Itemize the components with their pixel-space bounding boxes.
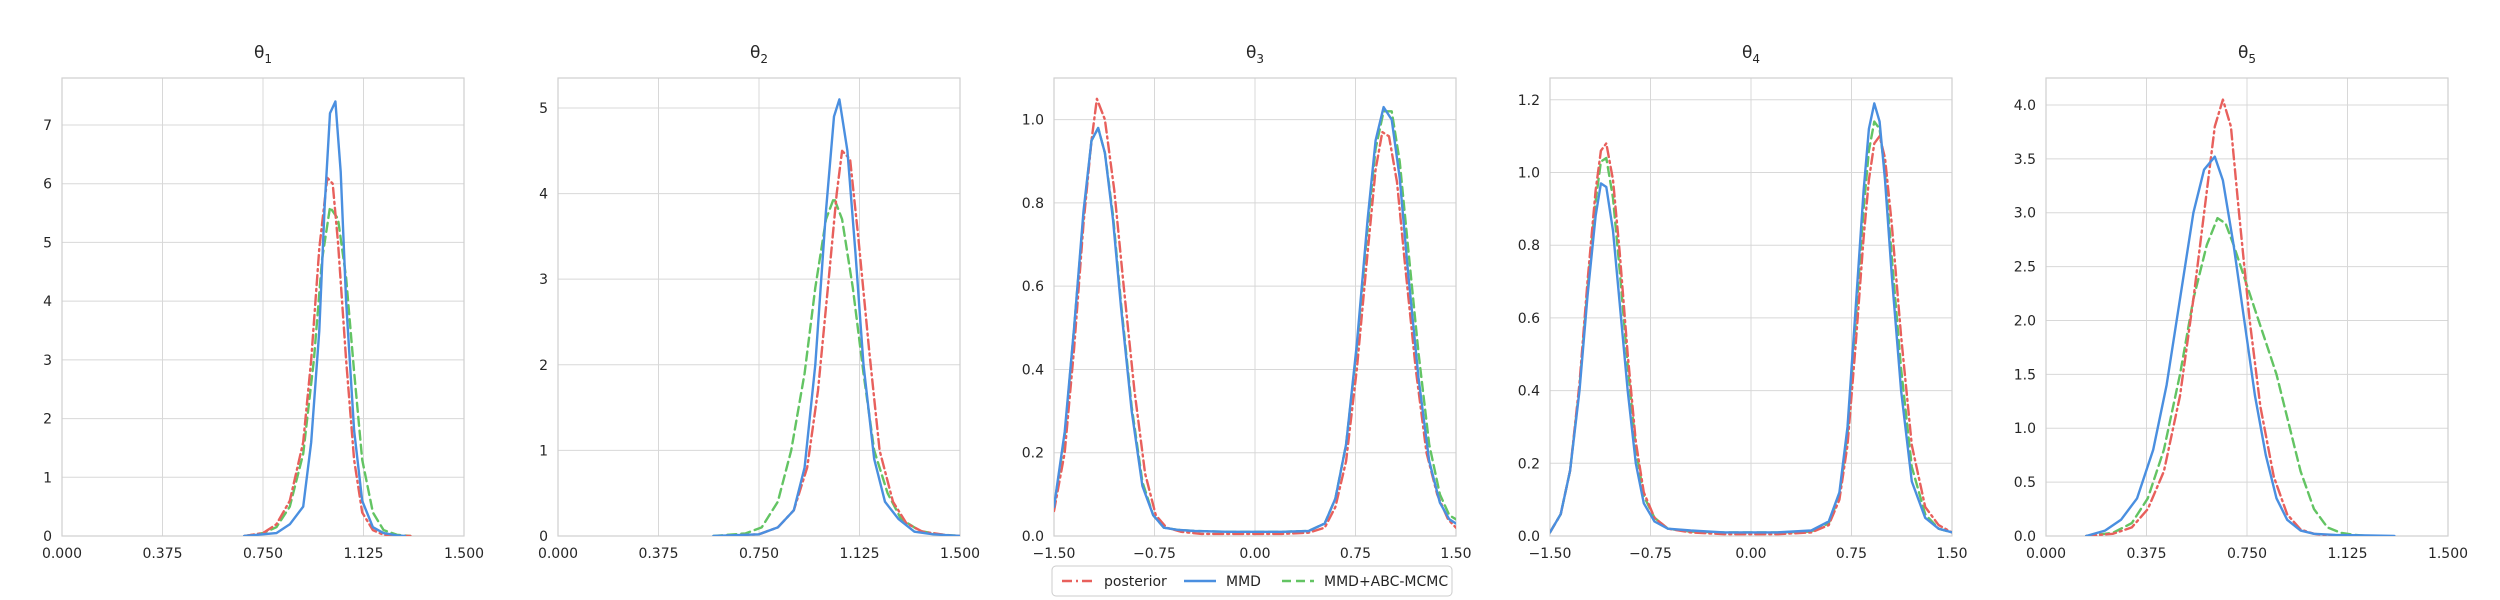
y-tick-label: 4.0 (2014, 98, 2036, 114)
y-tick-label: 2 (43, 412, 52, 428)
series-line-mmd (1550, 102, 1952, 534)
y-tick-label: 0.6 (1518, 311, 1540, 327)
legend-label-mmd: MMD (1226, 574, 1261, 590)
x-tick-label: −1.50 (1529, 546, 1572, 562)
subplot-title: θ3 (1246, 43, 1264, 66)
subplot-2: 0.000 0.375 0.750 1.125 1.500 0 1 2 3 4 5 θ2 (538, 43, 980, 562)
subplot-3: −1.50 −0.75 0.00 0.75 1.50 0.0 0.2 0.4 0.6 0.8 1.0… (1022, 43, 1472, 562)
series-line-posterior (243, 176, 412, 536)
legend-label-mmd_abc: MMD+ABC-MCMC (1324, 574, 1448, 590)
y-tick-label: 0.2 (1022, 446, 1044, 462)
series-line-mmd-abc-mcmc (2085, 216, 2369, 536)
subplot-title: θ4 (1742, 43, 1760, 66)
y-tick-label: 3.0 (2014, 206, 2036, 222)
x-tick-label: 1.125 (2327, 546, 2367, 562)
plot-frame (2045, 77, 2449, 537)
x-tick-label: 0.00 (1735, 546, 1766, 562)
y-tick-label: 0.2 (1518, 456, 1540, 472)
y-tick-label: 0.8 (1518, 238, 1540, 254)
y-tick-label: 1.0 (1022, 113, 1044, 129)
x-tick-label: −1.50 (1033, 546, 1076, 562)
y-tick-label: 0 (43, 529, 52, 545)
y-tick-label: 0 (539, 529, 548, 545)
x-tick-label: 1.125 (343, 546, 383, 562)
y-tick-label: 0.8 (1022, 196, 1044, 212)
y-tick-label: 4 (43, 294, 52, 310)
y-tick-label: 7 (43, 118, 52, 134)
x-tick-label: 0.375 (2126, 546, 2166, 562)
x-tick-label: 0.750 (2227, 546, 2267, 562)
series-line-posterior (1550, 135, 1952, 536)
x-tick-label: 0.000 (538, 546, 578, 562)
x-tick-label: 1.125 (839, 546, 879, 562)
y-tick-label: 1 (539, 443, 548, 459)
subplot-title: θ1 (254, 43, 272, 66)
y-tick-label: 2.0 (2014, 313, 2036, 329)
x-tick-label: 0.375 (142, 546, 182, 562)
series-line-posterior (1054, 97, 1456, 536)
y-tick-label: 0.0 (1518, 529, 1540, 545)
x-tick-label: 0.000 (42, 546, 82, 562)
x-tick-label: −0.75 (1629, 546, 1672, 562)
y-tick-label: 5 (43, 235, 52, 251)
legend-box (1051, 565, 1453, 597)
y-tick-label: 1 (43, 470, 52, 486)
legend: posterior MMD MMD+ABC-MCMC (1051, 565, 1453, 597)
legend-label-posterior: posterior (1104, 574, 1167, 590)
x-tick-label: −0.75 (1133, 546, 1176, 562)
y-tick-label: 1.2 (1518, 93, 1540, 109)
x-tick-label: 0.00 (1239, 546, 1270, 562)
y-tick-label: 2 (539, 358, 548, 374)
x-tick-label: 1.500 (444, 546, 484, 562)
x-tick-label: 0.750 (243, 546, 283, 562)
y-tick-label: 0.6 (1022, 279, 1044, 295)
plot-frame (61, 77, 465, 537)
y-tick-label: 1.0 (1518, 166, 1540, 182)
y-tick-label: 5 (539, 101, 548, 117)
y-tick-label: 0.0 (2014, 529, 2036, 545)
x-tick-label: 1.500 (940, 546, 980, 562)
series-line-mmd-abc-mcmc (712, 196, 960, 536)
series-line-mmd (2085, 155, 2396, 536)
x-tick-label: 0.75 (1340, 546, 1371, 562)
subplot-title: θ2 (750, 43, 768, 66)
y-tick-label: 1.0 (2014, 421, 2036, 437)
subplot-1: 0.000 0.375 0.750 1.125 1.500 0 1 2 3 4 5 6 7 θ1 (42, 43, 484, 562)
y-tick-label: 2.5 (2014, 260, 2036, 276)
x-tick-label: 0.75 (1836, 546, 1867, 562)
plot-frame (557, 77, 961, 537)
y-tick-label: 0.4 (1518, 384, 1540, 400)
subplot-4: −1.50 −0.75 0.00 0.75 1.50 0.0 0.2 0.4 0.6 0.8 1.0… (1518, 43, 1968, 562)
subplot-5: 0.000 0.375 0.750 1.125 1.500 0.0 0.5 1.0 1.5 2.0… (2014, 43, 2468, 562)
y-tick-label: 0.5 (2014, 475, 2036, 491)
y-tick-label: 6 (43, 177, 52, 193)
y-tick-label: 3 (539, 272, 548, 288)
x-tick-label: 1.50 (1440, 546, 1471, 562)
series-line-posterior (2085, 98, 2369, 536)
y-tick-label: 4 (539, 187, 548, 203)
series-line-posterior (717, 149, 960, 536)
x-tick-label: 0.750 (739, 546, 779, 562)
x-tick-label: 1.50 (1936, 546, 1967, 562)
series-line-mmd (243, 100, 407, 536)
series-line-mmd (1054, 105, 1456, 533)
y-tick-label: 3.5 (2014, 152, 2036, 168)
subplots: 0.000 0.375 0.750 1.125 1.50001234567θ10.000… (42, 43, 2468, 562)
x-tick-label: 0.000 (2026, 546, 2066, 562)
y-tick-label: 3 (43, 353, 52, 369)
x-tick-label: 1.500 (2428, 546, 2468, 562)
plot-frame (1053, 77, 1457, 537)
series-line-mmd (712, 98, 960, 536)
y-tick-label: 0.0 (1022, 529, 1044, 545)
y-tick-label: 1.5 (2014, 367, 2036, 383)
series-line-mmd-abc-mcmc (243, 206, 412, 536)
subplot-title: θ5 (2238, 43, 2256, 66)
x-tick-label: 0.375 (638, 546, 678, 562)
plot-frame (1549, 77, 1953, 537)
y-tick-label: 0.4 (1022, 362, 1044, 378)
